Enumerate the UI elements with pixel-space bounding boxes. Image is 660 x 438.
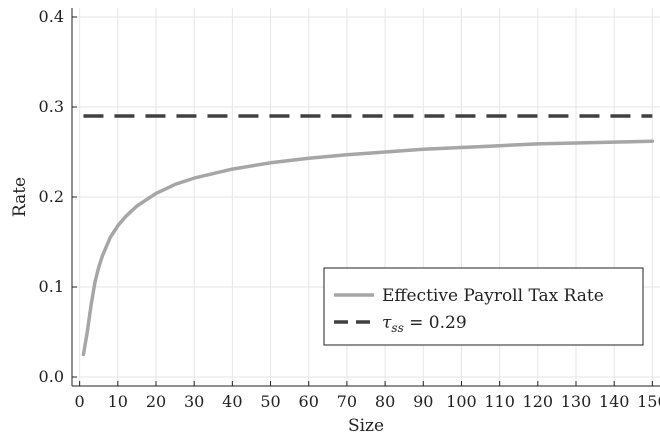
y-tick-label: 0.0 bbox=[39, 367, 64, 386]
x-tick-label: 130 bbox=[561, 392, 592, 411]
y-ticks: 0.0 0.1 0.2 0.3 0.4 bbox=[39, 7, 77, 386]
x-tick-label: 100 bbox=[446, 392, 477, 411]
x-tick-label: 140 bbox=[599, 392, 630, 411]
x-tick-label: 120 bbox=[523, 392, 554, 411]
y-tick-label: 0.3 bbox=[39, 97, 64, 116]
series-line-effective-payroll-tax-rate bbox=[81, 139, 655, 357]
series-layer bbox=[81, 114, 655, 357]
y-tick-label: 0.2 bbox=[39, 187, 64, 206]
y-tick-label: 0.4 bbox=[39, 7, 64, 26]
x-tick-label: 60 bbox=[299, 392, 319, 411]
x-tick-label: 0 bbox=[75, 392, 85, 411]
legend-label-effective-rate: Effective Payroll Tax Rate bbox=[382, 286, 604, 306]
x-tick-label: 50 bbox=[260, 392, 280, 411]
x-tick-label: 80 bbox=[375, 392, 395, 411]
x-tick-label: 150 bbox=[637, 392, 660, 411]
x-tick-label: 20 bbox=[146, 392, 166, 411]
x-tick-label: 10 bbox=[108, 392, 128, 411]
x-axis-title: Size bbox=[348, 416, 384, 436]
x-ticks: 0 10 20 30 40 50 60 70 80 90 100 110 120 130 140 150 bbox=[75, 381, 660, 411]
x-tick-label: 40 bbox=[222, 392, 242, 411]
legend: Effective Payroll Tax Rate τss = 0.29 bbox=[323, 267, 644, 346]
legend-box bbox=[323, 267, 644, 346]
x-tick-label: 70 bbox=[337, 392, 357, 411]
x-tick-label: 30 bbox=[184, 392, 204, 411]
x-tick-label: 90 bbox=[413, 392, 433, 411]
y-axis-title: Rate bbox=[10, 177, 30, 217]
legend-label-tau-ss: τss = 0.29 bbox=[382, 313, 467, 335]
x-tick-label: 110 bbox=[484, 392, 515, 411]
y-tick-label: 0.1 bbox=[39, 277, 64, 296]
